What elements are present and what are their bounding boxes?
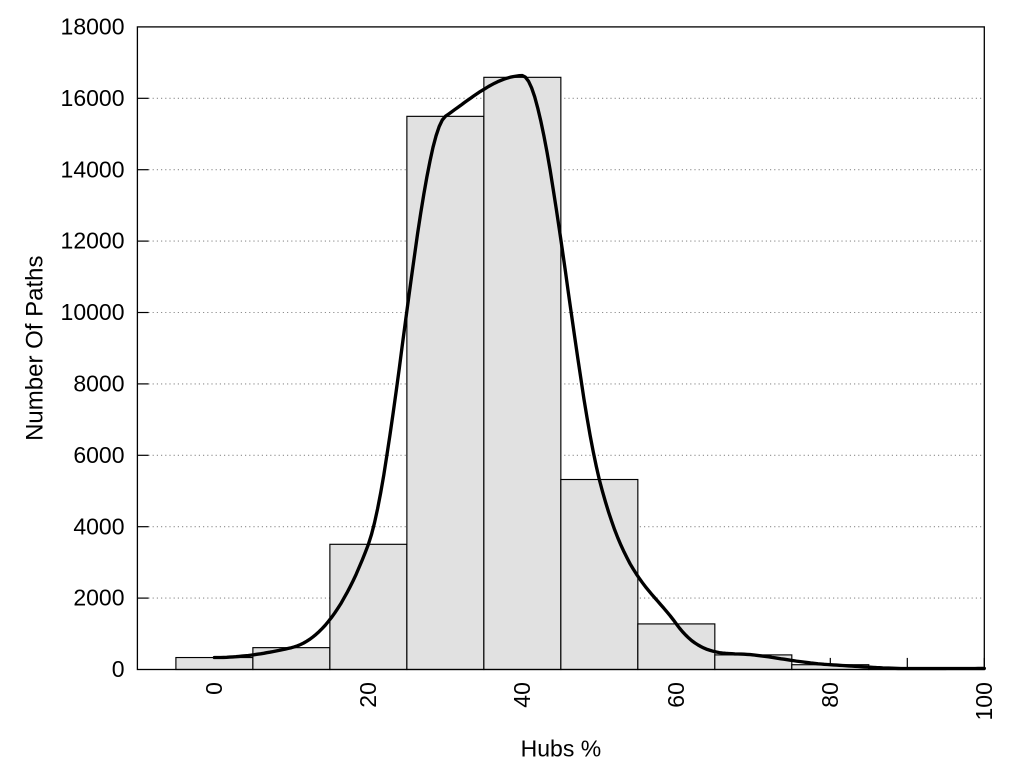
svg-text:8000: 8000 xyxy=(73,371,124,397)
svg-text:16000: 16000 xyxy=(61,85,125,111)
svg-text:6000: 6000 xyxy=(73,442,124,468)
svg-text:0: 0 xyxy=(112,656,125,682)
svg-text:20: 20 xyxy=(355,682,381,708)
svg-text:14000: 14000 xyxy=(61,156,125,182)
svg-text:2000: 2000 xyxy=(73,585,124,611)
svg-text:Hubs %: Hubs % xyxy=(521,736,602,762)
svg-text:4000: 4000 xyxy=(73,513,124,539)
svg-text:12000: 12000 xyxy=(61,228,125,254)
svg-text:10000: 10000 xyxy=(61,299,125,325)
svg-text:80: 80 xyxy=(817,682,843,708)
svg-text:Number Of Paths: Number Of Paths xyxy=(22,255,49,440)
svg-text:60: 60 xyxy=(663,682,689,708)
svg-text:100: 100 xyxy=(971,682,997,720)
svg-text:0: 0 xyxy=(201,682,227,695)
svg-text:18000: 18000 xyxy=(61,14,125,40)
svg-text:40: 40 xyxy=(509,682,535,708)
